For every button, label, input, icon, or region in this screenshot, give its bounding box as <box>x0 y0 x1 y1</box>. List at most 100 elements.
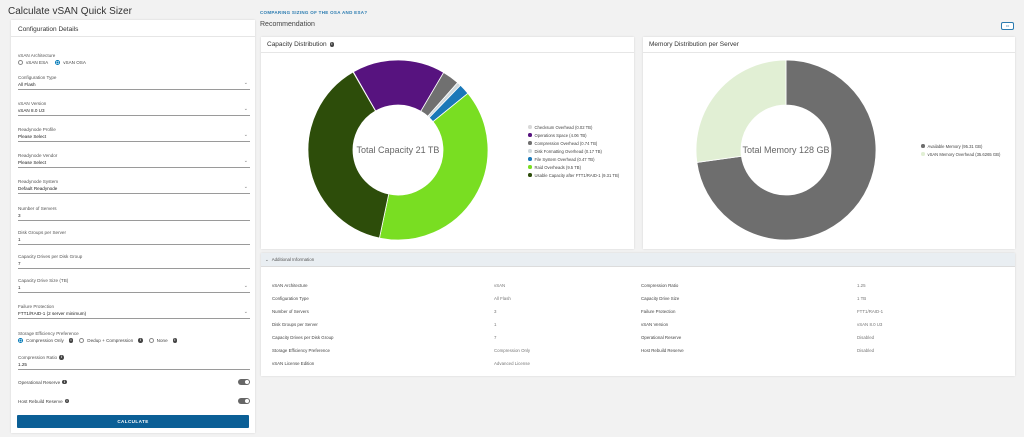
readynode-vendor-label: Readynode Vendor <box>18 153 58 158</box>
radio-none[interactable] <box>148 338 154 343</box>
info-icon[interactable]: i <box>138 338 143 343</box>
architecture-options: vSAN ESA vSAN OSA <box>18 60 250 65</box>
expand-button[interactable]: ▭ <box>1001 22 1014 30</box>
vsan-version-select[interactable]: vSAN 8.0 U3 <box>18 106 250 116</box>
slice-available-memory[interactable] <box>696 59 877 241</box>
info-key <box>641 361 857 374</box>
configuration-type-label: Configuration Type <box>18 75 57 80</box>
capacity-donut-chart: Total Capacity 21 TB <box>307 59 489 241</box>
vsan-version-label: vSAN Version <box>18 101 47 106</box>
legend-label: vSAN Memory Overhead (35.6265 GB) <box>927 151 1001 157</box>
info-key: vSAN Architecture <box>272 283 308 288</box>
legend-label: Operations Space (4.06 TB) <box>534 132 587 138</box>
disk-groups-label: Disk Groups per Server <box>18 230 66 235</box>
legend-item[interactable]: Compression Overhead (0.74 TB) <box>528 139 619 147</box>
operational-reserve-label: Operational Reserve <box>18 379 61 385</box>
info-icon[interactable]: i <box>62 379 67 385</box>
storage-efficiency-field: Storage Efficiency Preference Compressio… <box>18 331 250 343</box>
configuration-type-field: Configuration Type All Flash <box>18 75 250 90</box>
info-row: vSAN Architecture vSAN Compression Ratio 1.… <box>272 283 1002 296</box>
legend-item[interactable]: Raid Overheads (9.5 TB) <box>528 163 619 171</box>
legend-item[interactable]: Checksum Overhead (0.02 TB) <box>528 123 619 131</box>
legend-label: Compression Overhead (0.74 TB) <box>534 140 598 146</box>
readynode-vendor-field: Readynode Vendor Please Select <box>18 153 250 168</box>
legend-swatch <box>528 133 532 137</box>
number-of-servers-input[interactable]: 3 <box>18 213 250 221</box>
legend-item[interactable]: vSAN Memory Overhead (35.6265 GB) <box>921 150 1000 158</box>
compare-osa-esa-link[interactable]: COMPARING SIZING OF THE OSA AND ESA? <box>260 10 368 15</box>
compression-ratio-label-row: Compression Ratio i <box>18 355 250 360</box>
storage-efficiency-label: Storage Efficiency Preference <box>18 331 79 336</box>
legend-item[interactable]: Disk Formatting Overhead (0.17 TB) <box>528 147 619 155</box>
capacity-card-header: Capacity Distribution i <box>261 37 634 53</box>
slice-usable-capacity-after-ftt1-raid-1[interactable] <box>307 71 390 239</box>
disk-groups-field: Disk Groups per Server 1 <box>18 230 250 245</box>
info-value: 3 <box>494 309 497 314</box>
additional-information-panel: ⌄ Additional Information vSAN Architectu… <box>261 253 1015 376</box>
legend-item[interactable]: Usable Capacity after FTT1/RAID-1 (9.31 … <box>528 171 619 179</box>
legend-swatch <box>528 165 532 169</box>
failure-protection-label: Failure Protection <box>18 304 55 309</box>
info-value: vSAN 8.0 U3 <box>857 322 883 327</box>
chevron-down-icon: ⌄ <box>265 256 269 262</box>
legend-label: File System Overhead (0.47 TB) <box>534 156 595 162</box>
calculate-button[interactable]: CALCULATE <box>17 415 249 428</box>
info-icon[interactable]: i <box>59 355 64 360</box>
info-row: Storage Efficiency Preference Compression… <box>272 348 1002 361</box>
slice-raid-overheads[interactable] <box>378 92 489 241</box>
architecture-label: vSAN Architecture <box>18 53 56 58</box>
legend-swatch <box>528 173 532 177</box>
failure-protection-select[interactable]: FTT1/RAID-1 (2 server minimum) <box>18 309 250 319</box>
readynode-system-label: Readynode System <box>18 179 59 184</box>
capacity-card-title: Capacity Distribution <box>267 41 327 48</box>
readynode-profile-select[interactable]: Please Select <box>18 132 250 142</box>
operational-reserve-toggle[interactable] <box>238 379 250 385</box>
additional-information-header[interactable]: ⌄ Additional Information <box>261 253 1015 267</box>
info-icon[interactable]: i <box>68 338 74 343</box>
number-of-servers-label: Number of Servers <box>18 206 57 211</box>
info-key: vSAN Version <box>641 322 669 327</box>
info-key: Storage Efficiency Preference <box>272 348 331 353</box>
legend-swatch <box>921 144 925 148</box>
configuration-type-select[interactable]: All Flash <box>18 80 250 90</box>
info-row: Number of Servers 3 Failure Protection FTT1… <box>272 309 1002 322</box>
legend-item[interactable]: File System Overhead (0.47 TB) <box>528 155 619 163</box>
capacity-drives-input[interactable]: 7 <box>18 261 250 269</box>
host-rebuild-reserve-toggle[interactable] <box>238 398 250 404</box>
info-value: Compression Only <box>494 348 531 353</box>
radio-vsan-esa[interactable] <box>18 60 23 65</box>
info-icon[interactable]: i <box>329 42 335 47</box>
memory-card-title: Memory Distribution per Server <box>649 41 739 48</box>
info-value: Disabled <box>857 335 875 340</box>
additional-information-grid: vSAN Architecture vSAN Compression Ratio 1.… <box>272 283 1002 374</box>
radio-none-label: None <box>156 338 168 343</box>
radio-dedup-compression[interactable] <box>79 338 85 343</box>
info-icon[interactable]: i <box>172 338 178 343</box>
readynode-system-select[interactable]: Default Readynode <box>18 184 250 194</box>
readynode-vendor-select[interactable]: Please Select <box>18 158 250 168</box>
radio-compression-only[interactable] <box>18 338 23 343</box>
radio-compression-only-label: Compression Only <box>26 338 64 343</box>
legend-item[interactable]: Available Memory (95.31 GB) <box>921 142 1000 150</box>
compression-ratio-input[interactable]: 1.25 <box>18 362 250 370</box>
info-key: vSAN License Edition <box>272 361 315 366</box>
info-key: Configuration Type <box>272 296 309 301</box>
radio-vsan-osa-label: vSAN OSA <box>63 60 86 65</box>
legend-item[interactable]: Operations Space (4.06 TB) <box>528 131 619 139</box>
info-key: Operational Reserve <box>641 335 682 340</box>
readynode-profile-field: Readynode Profile Please Select <box>18 127 250 142</box>
donut-center-label: Total Capacity 21 TB <box>357 145 440 155</box>
disk-groups-input[interactable]: 1 <box>18 237 250 245</box>
legend-swatch <box>528 157 532 161</box>
info-key: Capacity Drives per Disk Group <box>272 335 334 340</box>
capacity-drive-size-select[interactable]: 1 <box>18 283 250 293</box>
storage-efficiency-options: Compression Only i Dedup + Compression i… <box>18 338 250 343</box>
capacity-drives-label: Capacity Drives per Disk Group <box>18 254 83 259</box>
info-value: All Flash <box>494 296 511 301</box>
info-value: Disabled <box>857 348 875 353</box>
additional-information-title: Additional Information <box>271 257 315 262</box>
radio-vsan-osa[interactable] <box>55 60 61 65</box>
capacity-legend: Checksum Overhead (0.02 TB) Operations Sp… <box>528 123 619 179</box>
info-icon[interactable]: i <box>64 398 70 404</box>
slice-vsan-memory-overhead[interactable] <box>695 59 787 163</box>
